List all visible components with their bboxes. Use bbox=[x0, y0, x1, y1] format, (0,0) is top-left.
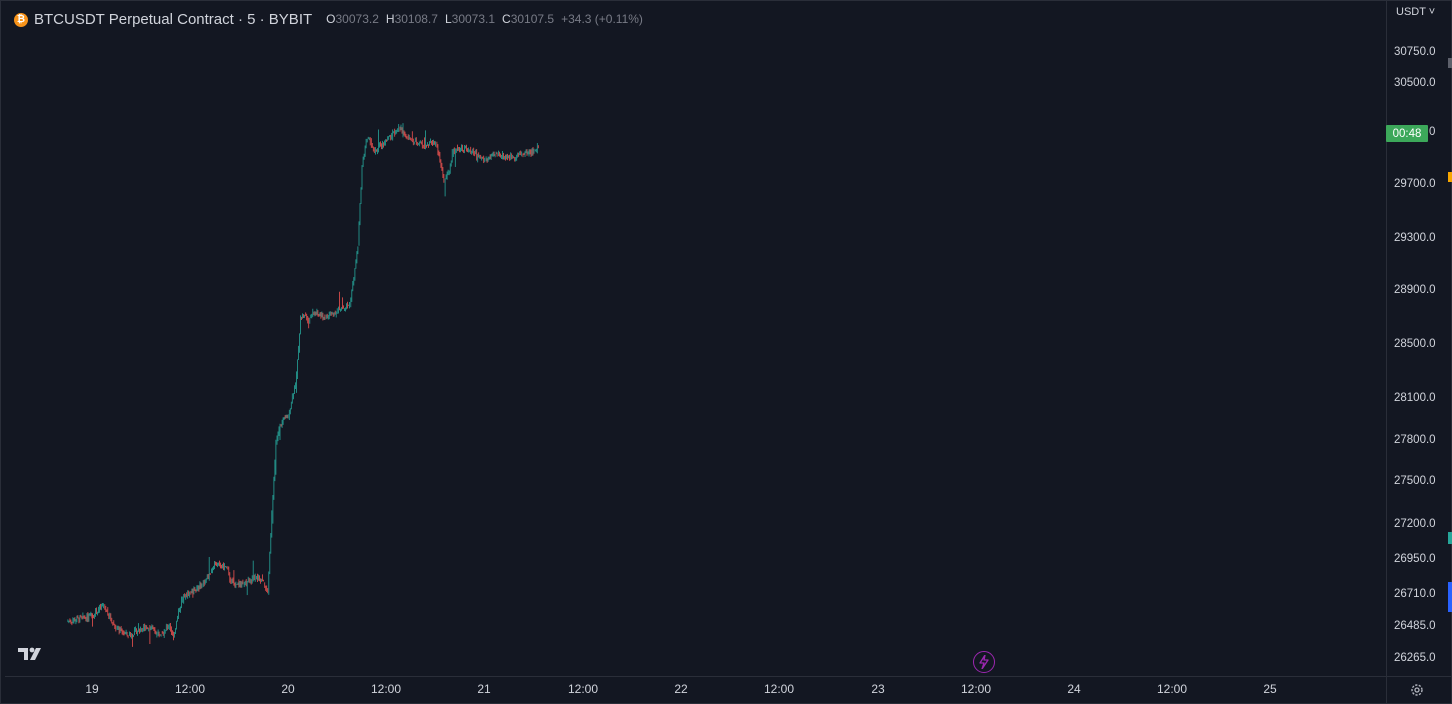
close-label: C bbox=[502, 12, 511, 26]
tradingview-logo-icon[interactable] bbox=[17, 646, 49, 662]
price-tick: 30500.0 bbox=[1394, 77, 1436, 89]
price-tick: 29700.0 bbox=[1394, 178, 1436, 190]
high-value: 30108.7 bbox=[394, 12, 438, 26]
axis-edge-marker bbox=[1448, 58, 1452, 68]
low-value: 30073.1 bbox=[451, 12, 496, 26]
price-axis[interactable] bbox=[1386, 0, 1452, 676]
price-tick: 26485.0 bbox=[1394, 620, 1436, 632]
price-tick: 27800.0 bbox=[1394, 434, 1436, 446]
time-tick: 23 bbox=[871, 682, 885, 696]
time-tick: 25 bbox=[1263, 682, 1277, 696]
time-axis[interactable] bbox=[5, 676, 1386, 704]
lightning-icon[interactable] bbox=[973, 651, 995, 673]
open-label: O bbox=[326, 12, 336, 26]
time-tick: 21 bbox=[477, 682, 491, 696]
axis-settings-corner bbox=[1386, 676, 1452, 704]
chevron-down-icon: ˅ bbox=[1425, 6, 1436, 18]
axis-edge-marker bbox=[1448, 582, 1452, 612]
close-value: 30107.5 bbox=[510, 12, 555, 26]
candlestick-plot[interactable] bbox=[5, 4, 1386, 676]
countdown-badge: 00:48 bbox=[1386, 125, 1428, 142]
axis-edge-marker bbox=[1448, 172, 1452, 182]
time-tick: 12:00 bbox=[174, 682, 206, 696]
high-label: H bbox=[385, 12, 395, 26]
time-tick: 20 bbox=[281, 682, 295, 696]
price-tick: 26710.0 bbox=[1394, 588, 1436, 600]
price-tick: 28100.0 bbox=[1394, 392, 1436, 404]
time-tick: 12:00 bbox=[370, 682, 402, 696]
open-value: 30073.2 bbox=[335, 12, 379, 26]
time-tick: 19 bbox=[85, 682, 99, 696]
price-tick: 27200.0 bbox=[1394, 518, 1436, 530]
currency-label: USDT bbox=[1396, 6, 1426, 18]
currency-selector[interactable]: USDT ˅ bbox=[1396, 6, 1435, 18]
price-tick: 29300.0 bbox=[1394, 232, 1436, 244]
bitcoin-icon: ₿ bbox=[14, 12, 28, 27]
low-label: L bbox=[444, 12, 452, 26]
price-tick: 26265.0 bbox=[1394, 652, 1436, 664]
price-tick: 27500.0 bbox=[1394, 475, 1436, 487]
price-tick: 30750.0 bbox=[1394, 46, 1436, 58]
price-tick: 28900.0 bbox=[1394, 284, 1436, 296]
symbol-title[interactable]: BTCUSDT Perpetual Contract · 5 · BYBIT bbox=[34, 10, 313, 28]
symbol-legend: ₿ BTCUSDT Perpetual Contract · 5 · BYBIT… bbox=[14, 9, 643, 29]
time-tick: 24 bbox=[1067, 682, 1081, 696]
price-tick: 28500.0 bbox=[1394, 338, 1436, 350]
time-tick: 12:00 bbox=[567, 682, 599, 696]
time-tick: 12:00 bbox=[763, 682, 795, 696]
change-value: +34.3 (+0.11%) bbox=[561, 12, 643, 26]
countdown-price-tail: 0 bbox=[1429, 126, 1436, 138]
price-tick: 26950.0 bbox=[1394, 553, 1436, 565]
axis-edge-marker bbox=[1448, 532, 1452, 544]
time-tick: 12:00 bbox=[1156, 682, 1188, 696]
gear-icon[interactable] bbox=[1409, 682, 1425, 698]
time-tick: 12:00 bbox=[960, 682, 992, 696]
time-tick: 22 bbox=[674, 682, 688, 696]
